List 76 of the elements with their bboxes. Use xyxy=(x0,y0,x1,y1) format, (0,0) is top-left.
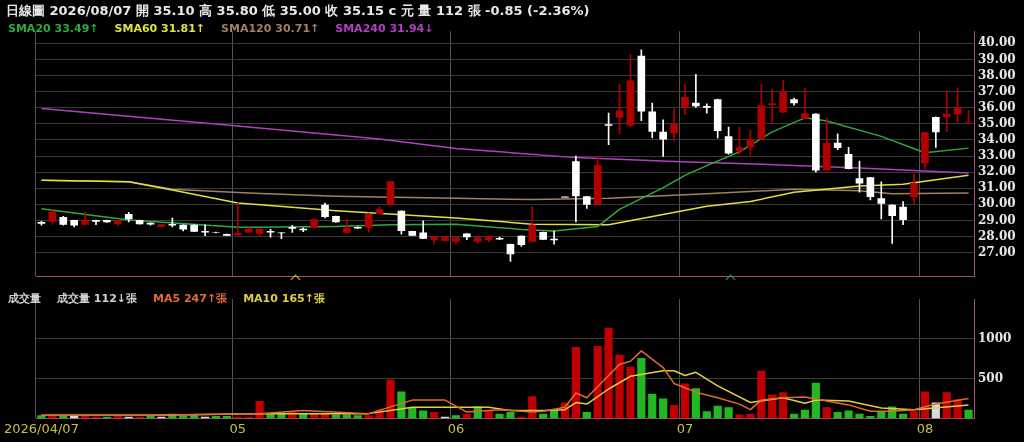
bar xyxy=(342,414,351,419)
text: 成交量 112↓張 xyxy=(57,291,138,306)
y-tick-label: 34.00 xyxy=(978,132,1016,147)
bar xyxy=(822,407,831,419)
y-tick-label: 500 xyxy=(978,370,1004,385)
text: MA5 247↑張 xyxy=(153,291,228,306)
y-tick-label: 32.00 xyxy=(978,164,1016,179)
bar xyxy=(669,404,679,419)
bar xyxy=(724,407,733,419)
bar xyxy=(691,388,700,419)
bar xyxy=(386,379,395,419)
candlestick xyxy=(201,224,209,237)
y-tick-label: 33.00 xyxy=(978,148,1016,163)
bar xyxy=(506,412,515,419)
bar xyxy=(637,358,646,419)
bar xyxy=(833,412,842,419)
bar xyxy=(430,412,439,419)
bar xyxy=(190,415,199,419)
bar xyxy=(702,411,711,419)
bar xyxy=(582,412,591,419)
text: SMA20 33.49↑ xyxy=(8,22,99,35)
candlestick xyxy=(768,88,777,124)
bar xyxy=(626,366,635,419)
bar xyxy=(855,413,864,419)
bar xyxy=(364,415,373,419)
bar xyxy=(735,414,744,419)
bar xyxy=(659,398,668,419)
bar xyxy=(331,414,341,419)
y-tick-label: 29.00 xyxy=(978,212,1016,227)
candlestick xyxy=(942,90,951,133)
x-tick-label: 05 xyxy=(229,420,247,436)
text: SMA120 30.71↑ xyxy=(221,22,320,35)
candlestick xyxy=(288,224,297,233)
y-tick-label: 40.00 xyxy=(978,35,1016,50)
bar xyxy=(255,400,264,419)
y-tick-label: 27.00 xyxy=(978,244,1016,259)
text: MA10 165↑張 xyxy=(243,291,325,306)
chart-title: 日線圖 2026/08/07 開 35.10 高 35.80 低 35.00 收 35.15 c 元 量 112 張 -0.85 (-2.36%) xyxy=(6,2,590,20)
bar xyxy=(571,346,580,419)
candlestick xyxy=(801,88,809,119)
x-tick-label: 07 xyxy=(676,420,694,436)
bar xyxy=(964,409,973,419)
bar xyxy=(495,413,504,419)
x-tick-label: 2026/04/07 xyxy=(3,420,79,436)
text: SMA60 31.81↑ xyxy=(114,22,206,35)
x-tick-label: 06 xyxy=(447,420,465,436)
y-tick-label: 37.00 xyxy=(978,83,1016,98)
candlestick xyxy=(233,202,242,236)
bar xyxy=(909,411,919,419)
y-tick-label: 31.00 xyxy=(978,180,1016,195)
y-tick-label: 35.00 xyxy=(978,115,1016,130)
chart-title: 成交量 xyxy=(8,291,41,306)
y-tick-label: 28.00 xyxy=(978,228,1016,243)
x-tick-label: 08 xyxy=(916,420,934,436)
bar xyxy=(648,393,657,419)
bar xyxy=(451,415,461,419)
candlestick xyxy=(877,181,886,220)
bar xyxy=(593,346,602,419)
bar xyxy=(419,410,428,419)
y-tick-label: 36.00 xyxy=(978,99,1016,114)
bar xyxy=(353,415,362,419)
y-tick-label: 38.00 xyxy=(978,67,1016,82)
bar xyxy=(757,370,766,419)
candlestick xyxy=(659,119,667,157)
candlestick xyxy=(702,103,711,114)
bar xyxy=(266,413,275,419)
bar xyxy=(680,383,690,419)
y-tick-label: 39.00 xyxy=(978,51,1016,66)
candlestick xyxy=(692,74,700,108)
y-tick-label: 30.00 xyxy=(978,196,1016,211)
bar xyxy=(713,405,722,419)
bar xyxy=(615,354,624,419)
bar xyxy=(604,327,613,419)
text: SMA240 31.94↓ xyxy=(335,22,434,35)
y-tick-label: 1000 xyxy=(978,331,1012,346)
bar xyxy=(844,410,853,419)
